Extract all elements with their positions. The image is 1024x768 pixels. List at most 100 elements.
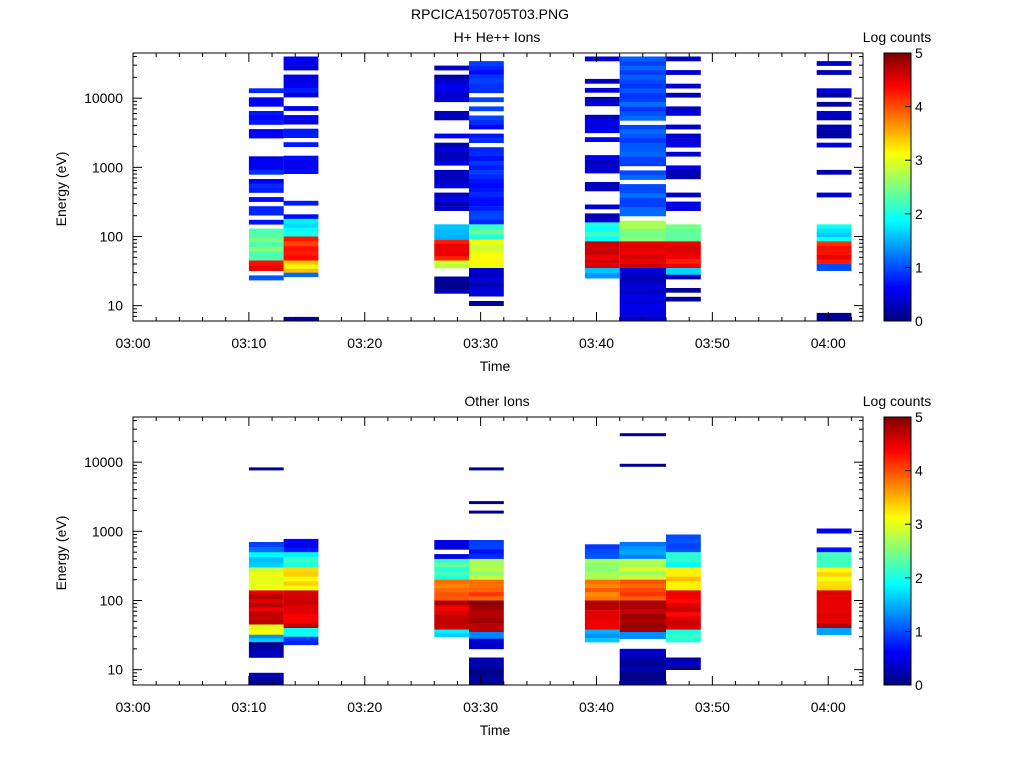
colorbar-swatch bbox=[884, 260, 911, 264]
x-tick-label: 04:00 bbox=[811, 699, 846, 715]
heatmap-cell bbox=[619, 463, 666, 467]
heatmap-cell bbox=[666, 625, 701, 630]
colorbar-swatch bbox=[884, 602, 911, 605]
heatmap-cell bbox=[283, 92, 319, 98]
y-tick-label: 1000 bbox=[92, 523, 123, 539]
heatmap-cell bbox=[816, 192, 852, 198]
heatmap-cell bbox=[248, 265, 284, 271]
heatmap-cell bbox=[619, 202, 666, 208]
heatmap-cell bbox=[584, 56, 620, 62]
colorbar-swatch bbox=[884, 289, 911, 293]
x-tick-label: 03:00 bbox=[115, 699, 150, 715]
heatmap-cell bbox=[666, 594, 701, 600]
heatmap-cell bbox=[434, 563, 470, 568]
heatmap-cell bbox=[248, 206, 284, 211]
colorbar-swatch bbox=[884, 419, 911, 422]
colorbar-swatch bbox=[884, 631, 911, 635]
heatmap-cell bbox=[619, 276, 666, 282]
heatmap-cell bbox=[434, 97, 470, 103]
heatmap-cell bbox=[469, 133, 504, 139]
heatmap-cell bbox=[248, 165, 284, 171]
colorbar-swatch bbox=[884, 164, 911, 168]
heatmap-cell bbox=[248, 188, 284, 193]
colorbar-swatch bbox=[884, 77, 911, 81]
heatmap-cell bbox=[248, 260, 284, 266]
heatmap-cell bbox=[283, 628, 319, 633]
heatmap-cell bbox=[584, 213, 620, 219]
heatmap-cell bbox=[283, 223, 319, 228]
heatmap-cell bbox=[816, 228, 852, 234]
colorbar-swatch bbox=[884, 664, 911, 668]
heatmap-cell bbox=[666, 576, 701, 582]
heatmap-cell bbox=[619, 115, 666, 121]
heatmap-cell bbox=[619, 152, 666, 158]
colorbar-swatch bbox=[884, 191, 911, 195]
heatmap-cell bbox=[584, 567, 620, 572]
colorbar-swatch bbox=[884, 609, 911, 612]
x-tick-label: 04:00 bbox=[811, 335, 846, 351]
colorbar-frame bbox=[883, 52, 912, 322]
heatmap-cell bbox=[434, 575, 470, 580]
heatmap-cell bbox=[469, 277, 504, 283]
heatmap-cell bbox=[469, 151, 504, 157]
heatmap-cell bbox=[584, 227, 620, 233]
heatmap-cell bbox=[584, 259, 620, 264]
heatmap-cell bbox=[469, 623, 504, 628]
heatmap-cell bbox=[619, 129, 666, 135]
heatmap-cell bbox=[469, 183, 504, 189]
colorbar-swatch bbox=[884, 537, 911, 541]
colorbar-swatch bbox=[884, 144, 911, 148]
panel-title: Other Ions bbox=[464, 393, 529, 409]
heatmap-cell bbox=[434, 248, 470, 253]
colorbar-swatch bbox=[884, 517, 911, 521]
heatmap-cell bbox=[584, 241, 620, 247]
heatmap-cell bbox=[469, 544, 504, 550]
heatmap-cell bbox=[816, 590, 852, 596]
colorbar-swatch bbox=[884, 423, 911, 427]
colorbar-swatch bbox=[884, 513, 911, 516]
heatmap-cell bbox=[283, 613, 319, 619]
heatmap-cell bbox=[619, 111, 666, 117]
colorbar-swatch bbox=[884, 53, 911, 56]
colorbar-swatch bbox=[884, 75, 911, 78]
heatmap-cell bbox=[283, 246, 319, 252]
colorbar-swatch bbox=[884, 178, 911, 181]
colorbar-swatch bbox=[884, 434, 911, 438]
heatmap-cell bbox=[469, 588, 504, 593]
heatmap-cell bbox=[469, 234, 504, 240]
heatmap-cell bbox=[584, 563, 620, 568]
data-column bbox=[619, 433, 666, 686]
heatmap-cell bbox=[434, 83, 470, 89]
colorbar-swatch bbox=[884, 318, 911, 322]
colorbar-tick-label: 0 bbox=[915, 677, 923, 693]
heatmap-cell bbox=[469, 115, 504, 121]
colorbar-swatch bbox=[884, 468, 911, 471]
heatmap-cell bbox=[469, 510, 504, 514]
heatmap-cell bbox=[469, 571, 504, 576]
colorbar-swatch bbox=[884, 146, 911, 150]
heatmap-cell bbox=[248, 680, 284, 686]
heatmap-cell bbox=[248, 129, 284, 134]
data-column bbox=[469, 467, 504, 686]
heatmap-cell bbox=[469, 65, 504, 71]
heatmap-cell bbox=[434, 289, 470, 294]
colorbar-swatch bbox=[884, 124, 911, 128]
heatmap-cell bbox=[584, 250, 620, 255]
data-column bbox=[816, 528, 852, 635]
heatmap-cell bbox=[666, 637, 701, 643]
colorbar-swatch bbox=[884, 233, 911, 237]
colorbar-swatch bbox=[884, 671, 911, 675]
heatmap-cell bbox=[584, 600, 620, 606]
heatmap-cell bbox=[666, 111, 701, 116]
colorbar-swatch bbox=[884, 577, 911, 581]
heatmap-cell bbox=[248, 634, 284, 639]
heatmap-cell bbox=[619, 567, 666, 572]
x-tick-label: 03:30 bbox=[463, 335, 498, 351]
heatmap-cell bbox=[434, 92, 470, 98]
heatmap-cell bbox=[584, 605, 620, 611]
heatmap-cell bbox=[619, 614, 666, 619]
heatmap-cell bbox=[283, 604, 319, 610]
colorbar-swatch bbox=[884, 606, 911, 610]
heatmap-cell bbox=[816, 628, 852, 635]
heatmap-cell bbox=[584, 549, 620, 555]
